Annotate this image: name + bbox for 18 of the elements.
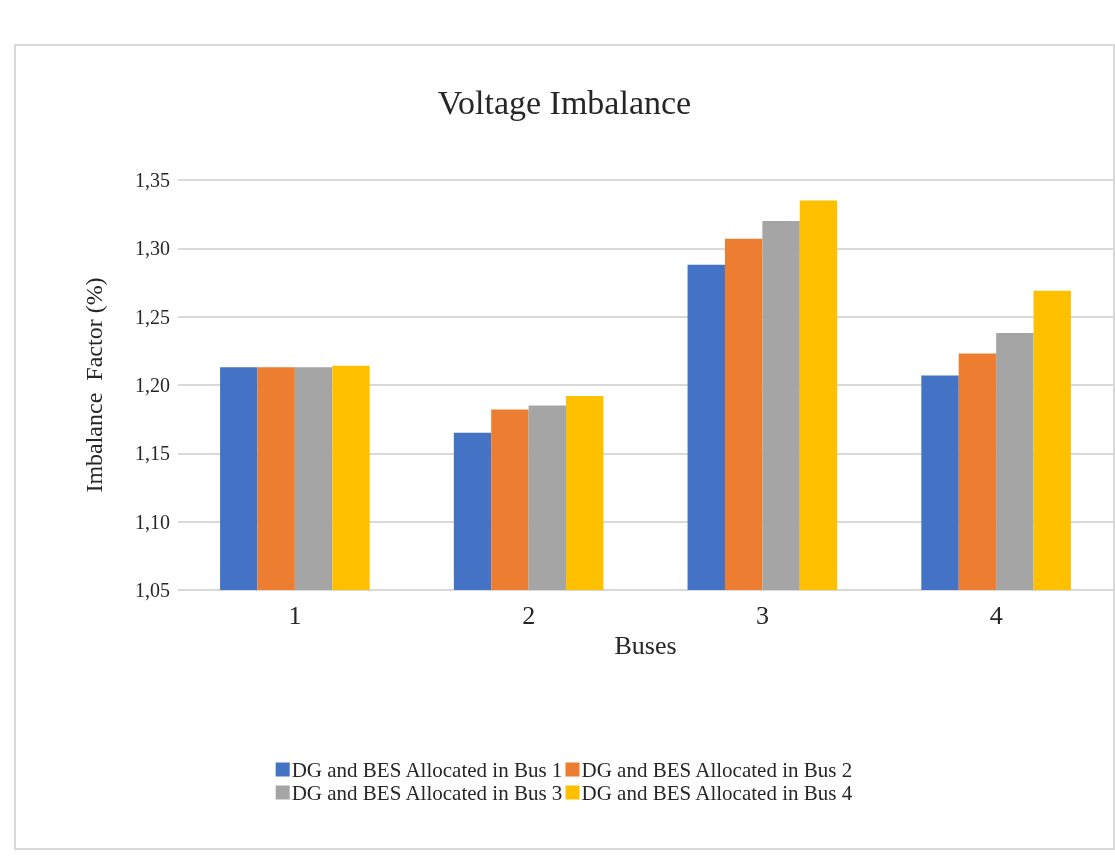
chart-title: Voltage Imbalance: [437, 83, 692, 121]
y-tick-label: 1,30: [135, 237, 170, 260]
y-tick-label: 1,20: [135, 374, 170, 396]
legend-label: DG and BES Allocated in Bus 4: [581, 780, 853, 805]
legend-label: DG and BES Allocated in Bus 2: [581, 757, 853, 782]
x-tick-label: 4: [989, 600, 1003, 630]
y-tick-label: 1,25: [135, 305, 170, 328]
x-tick-label: 2: [522, 600, 536, 630]
y-tick-label: 1,10: [135, 510, 170, 533]
legend-label: DG and BES Allocated in Bus 1: [291, 757, 563, 782]
y-tick-label: 1,05: [135, 579, 170, 601]
x-tick-label: 3: [755, 600, 769, 630]
y-axis-title: Imbalance Factor (%): [81, 277, 107, 493]
x-tick-label: 1: [288, 600, 302, 630]
y-tick-label: 1,15: [135, 442, 170, 465]
legend-label: DG and BES Allocated in Bus 3: [291, 780, 563, 805]
x-axis-title: Buses: [614, 631, 677, 661]
y-tick-label: 1,35: [135, 169, 170, 191]
